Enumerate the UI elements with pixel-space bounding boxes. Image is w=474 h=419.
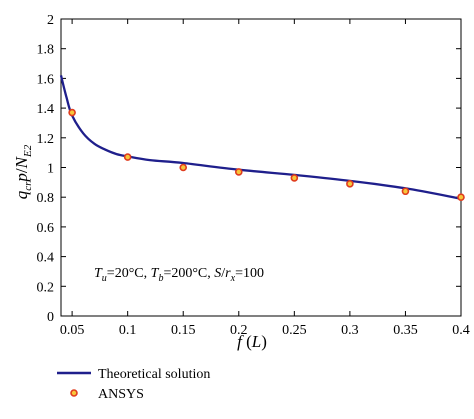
ansys-point (234, 168, 243, 176)
x-tick-label: 0.3 (341, 323, 359, 338)
y-tick-label: 0 (47, 310, 54, 325)
ansys-point (346, 180, 354, 188)
y-tick-label: 1 (47, 162, 54, 177)
ansys-point (68, 108, 76, 117)
ansys-point (179, 163, 188, 172)
y-tick-label: 0.2 (37, 280, 55, 295)
y-axis-label: qcrp/NE2 (12, 144, 34, 199)
y-tick-label: 1.2 (37, 132, 55, 147)
y-tick-label: 0.8 (37, 191, 55, 206)
condition-annotation: Tu=20°C, Tb=200°C, S/rx=100 (94, 266, 264, 284)
y-tick-label: 1.4 (37, 102, 55, 117)
legend-marker-swatch (70, 389, 78, 397)
y-tick-label: 0.6 (37, 221, 55, 236)
x-tick-label: 0.1 (119, 323, 137, 338)
x-tick-label: 0.35 (393, 323, 418, 338)
y-tick-label: 1.6 (37, 72, 55, 87)
ansys-point (290, 174, 299, 182)
y-tick-label: 0.4 (37, 251, 55, 266)
ansys-point (123, 153, 132, 161)
x-tick-label: 0.2 (230, 323, 248, 338)
x-tick-label: 0.05 (60, 323, 85, 338)
ansys-point (457, 193, 465, 201)
y-tick-label: 2 (47, 13, 54, 28)
legend-label-ansys: ANSYS (98, 387, 144, 402)
ansys-point (401, 187, 410, 196)
legend-label-theoretical: Theoretical solution (98, 367, 210, 382)
x-tick-label: 0.4 (452, 323, 470, 338)
axis-ticks: 0.05 0.1 0.15 0.2 0.25 0.3 0.35 0.4 0 0.2 0.4 0.6 0.… (37, 13, 470, 338)
x-tick-label: 0.25 (282, 323, 307, 338)
x-tick-label: 0.15 (171, 323, 196, 338)
legend: Theoretical solution ANSYS (57, 367, 210, 402)
series-layer (59, 75, 465, 201)
series-line-theoretical (59, 75, 462, 200)
x-axis-label: f (L) (237, 332, 267, 351)
y-tick-label: 1.8 (37, 43, 55, 58)
